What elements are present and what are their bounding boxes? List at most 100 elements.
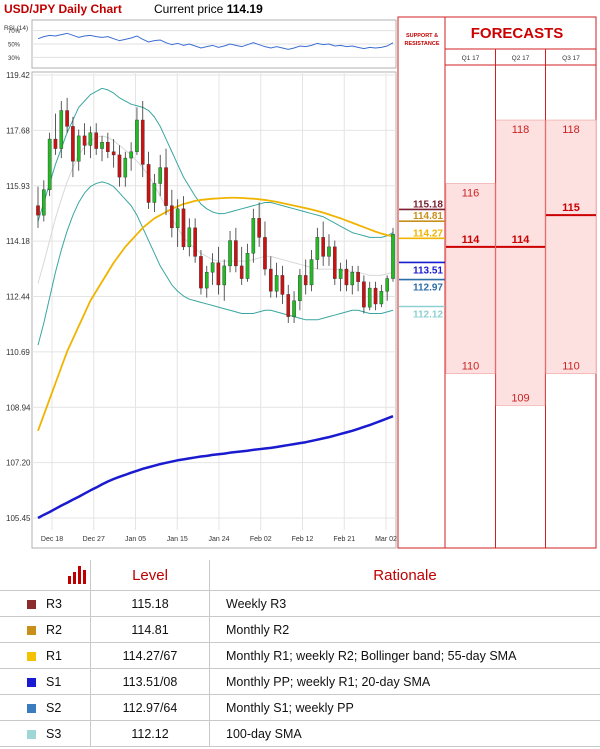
x-tick-label: Feb 21	[333, 536, 355, 543]
candle-up	[350, 272, 355, 286]
candle-up	[88, 132, 93, 146]
level-name: S1	[36, 668, 91, 695]
level-name: R1	[36, 642, 91, 669]
candle-down	[286, 294, 291, 317]
forecast-range-bar	[445, 183, 496, 375]
candle-down	[356, 272, 360, 282]
candle-down	[344, 268, 349, 286]
y-tick-label: 108.94	[6, 403, 31, 412]
forecast-mid-label: 114	[462, 234, 481, 246]
candle-down	[280, 275, 285, 295]
candle-down	[181, 208, 186, 248]
candle-up	[47, 138, 52, 190]
x-tick-label: Feb 02	[250, 536, 272, 543]
level-value: 114.27/67	[90, 642, 210, 669]
level-swatch	[0, 616, 36, 643]
forecast-range-bar	[545, 119, 597, 375]
level-name: R3	[36, 590, 91, 617]
candle-up	[175, 208, 180, 229]
rsi-tick-label: 70%	[8, 29, 21, 35]
x-tick-label: Jan 15	[167, 536, 188, 543]
candle-up	[210, 262, 215, 273]
chart-area: 119.42 117.68 115.93 114.18 112.44 110.69 108.…	[4, 16, 597, 549]
sr-level-value: 112.12	[413, 309, 443, 320]
candle-up	[129, 151, 133, 159]
forecast-high-label: 118	[512, 124, 530, 136]
candle-down	[321, 237, 325, 257]
table-row-s3: S3 112.12 100-day SMA	[0, 720, 600, 747]
candle-down	[94, 132, 98, 149]
candle-down	[257, 218, 261, 238]
candle-down	[263, 237, 267, 270]
forecast-quarter-label: Q1 17	[462, 55, 480, 62]
level-rationale: Monthly S1; weekly PP	[209, 694, 600, 721]
forecast-range-bar	[495, 119, 546, 406]
level-rationale: Monthly R2	[209, 616, 600, 643]
table-row-s2: S2 112.97/64 Monthly S1; weekly PP	[0, 694, 600, 721]
candle-up	[59, 110, 64, 149]
level-rationale: Monthly PP; weekly R1; 20-day SMA	[209, 668, 600, 695]
candle-down	[362, 281, 366, 308]
candle-down	[36, 205, 40, 216]
x-tick-label: Jan 05	[125, 536, 146, 543]
candle-down	[234, 240, 238, 267]
level-swatch	[0, 694, 36, 721]
table-row-r1: R1 114.27/67 Monthly R1; weekly R2; Bollin…	[0, 642, 600, 669]
candle-down	[216, 262, 221, 286]
candle-down	[193, 227, 197, 257]
candle-up	[315, 237, 320, 260]
forecast-quarter-label: Q2 17	[512, 55, 530, 62]
candle-down	[82, 135, 87, 146]
candle-up	[100, 142, 104, 149]
candle-down	[140, 119, 145, 165]
candle-up	[292, 300, 296, 317]
candle-up	[158, 167, 163, 184]
y-tick-label: 115.93	[6, 182, 30, 191]
level-column-header: Level	[90, 560, 210, 591]
level-rationale: Monthly R1; weekly R2; Bollinger band; 5…	[209, 642, 600, 669]
candle-up	[327, 246, 331, 257]
candle-down	[71, 126, 75, 162]
candle-down	[373, 287, 378, 305]
candle-up	[245, 253, 250, 279]
candle-up	[251, 218, 256, 254]
forecast-low-label: 110	[562, 361, 580, 373]
level-name: R2	[36, 616, 91, 643]
x-tick-label: Dec 27	[83, 536, 105, 543]
sr-level-value: 114.27	[413, 228, 443, 239]
candle-down	[199, 256, 203, 289]
candle-down	[239, 265, 244, 279]
y-tick-label: 119.42	[6, 71, 30, 80]
candle-up	[42, 189, 46, 216]
sma55-line	[37, 196, 394, 432]
candle-up	[152, 183, 157, 203]
table-row-s1: S1 113.51/08 Monthly PP; weekly R1; 20-day…	[0, 668, 600, 695]
candle-down	[333, 246, 337, 279]
candle-up	[309, 259, 314, 286]
y-tick-label: 107.20	[6, 459, 31, 468]
levels-table-header: Level Rationale	[0, 560, 600, 591]
candle-up	[123, 157, 128, 178]
level-name: S3	[36, 720, 91, 747]
sr-level-value: 113.51	[413, 265, 443, 276]
support-title-line2: RESISTANCE	[404, 41, 439, 47]
candle-up	[135, 119, 139, 152]
rationale-column-header: Rationale	[209, 560, 600, 591]
table-row-r3: R3 115.18 Weekly R3	[0, 590, 600, 617]
level-name: S2	[36, 694, 91, 721]
forecast-low-label: 109	[511, 392, 529, 404]
rsi-tick-label: 30%	[8, 56, 21, 62]
candle-down	[65, 110, 69, 127]
x-tick-label: Mar 02	[375, 536, 397, 543]
level-swatch	[0, 642, 36, 669]
candle-up	[228, 240, 232, 267]
y-tick-label: 110.69	[6, 348, 30, 357]
forecasts-title: FORECASTS	[471, 25, 564, 42]
x-tick-label: Feb 12	[292, 536, 314, 543]
level-value: 114.81	[90, 616, 210, 643]
level-rationale: 100-day SMA	[209, 720, 600, 747]
level-value: 112.12	[90, 720, 210, 747]
level-rationale: Weekly R3	[209, 590, 600, 617]
y-tick-label: 112.44	[6, 293, 30, 302]
current-price: Current price 114.19	[154, 2, 263, 16]
